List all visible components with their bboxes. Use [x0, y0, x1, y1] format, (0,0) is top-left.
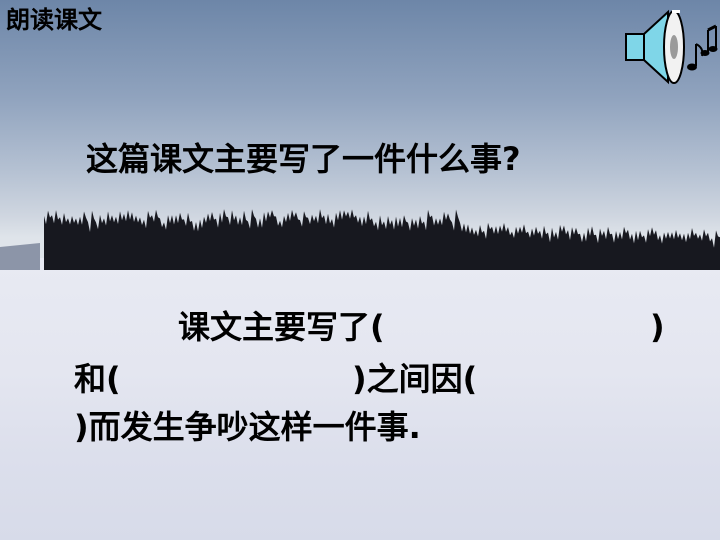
answer-line3-text: )而发生争吵这样一件事.	[74, 408, 421, 446]
audio-play-button[interactable]	[622, 4, 718, 90]
answer-line1-text: 课文主要写了(	[178, 308, 385, 346]
topic-label: 朗读课文	[6, 6, 102, 34]
answer-line2-text: 和(	[74, 360, 121, 398]
answer-line1-close-paren: )	[650, 308, 665, 346]
speaker-icon	[625, 9, 718, 85]
forest-treeline	[0, 209, 720, 270]
answer-line2-mid: )之间因(	[352, 360, 478, 398]
music-notes-icon	[687, 24, 718, 71]
snow-field	[0, 258, 720, 540]
question-text: 这篇课文主要写了一件什么事?	[86, 140, 521, 178]
